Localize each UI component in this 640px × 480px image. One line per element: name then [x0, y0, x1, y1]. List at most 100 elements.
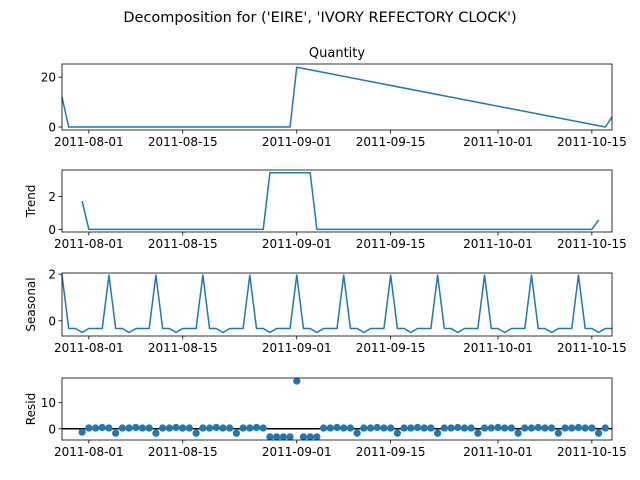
- resid-point: [340, 424, 348, 432]
- panel-ylabel: Resid: [24, 393, 38, 425]
- resid-point: [514, 429, 522, 437]
- resid-point: [541, 424, 549, 432]
- resid-point: [346, 424, 355, 432]
- y-tick-label: 20: [41, 71, 56, 85]
- resid-point: [480, 424, 489, 432]
- resid-point: [105, 424, 113, 432]
- x-tick-label: 2011-09-15: [356, 237, 426, 251]
- x-tick-label: 2011-10-01: [463, 341, 533, 355]
- resid-point: [460, 424, 469, 432]
- resid-point: [192, 429, 200, 437]
- resid-point: [366, 424, 375, 432]
- x-tick-label: 2011-08-15: [148, 445, 218, 459]
- resid-point: [306, 433, 314, 441]
- resid-point: [212, 423, 220, 432]
- x-tick-label: 2011-08-15: [148, 341, 218, 355]
- resid-point: [353, 429, 361, 437]
- resid-point: [273, 433, 281, 441]
- resid-point: [413, 423, 422, 432]
- resid-point: [91, 424, 100, 432]
- resid-point: [487, 424, 495, 432]
- resid-point: [138, 424, 147, 432]
- resid-point: [594, 429, 603, 437]
- x-tick-label: 2011-10-15: [557, 445, 627, 459]
- resid-point: [548, 424, 556, 432]
- resid-point: [246, 424, 254, 432]
- resid-point: [393, 429, 401, 437]
- resid-point: [239, 424, 247, 432]
- resid-point: [387, 424, 395, 432]
- panel-ylabel: Seasonal: [24, 277, 38, 331]
- resid-point: [601, 424, 609, 432]
- x-tick-label: 2011-08-01: [54, 445, 124, 459]
- resid-point: [299, 433, 308, 441]
- y-tick-label: 2: [48, 268, 56, 282]
- x-tick-label: 2011-08-15: [148, 135, 218, 149]
- resid-point: [226, 424, 234, 432]
- resid-point: [380, 424, 388, 432]
- resid-point: [85, 424, 93, 432]
- axes-frame: [61, 377, 613, 441]
- y-tick-label: 0: [48, 121, 56, 135]
- resid-point: [588, 424, 596, 432]
- resid-point: [400, 424, 408, 432]
- x-tick-label: 2011-10-01: [463, 237, 533, 251]
- resid-point: [581, 424, 589, 432]
- x-tick-label: 2011-10-15: [557, 237, 627, 251]
- resid-point: [454, 423, 462, 432]
- x-tick-label: 2011-08-15: [148, 237, 218, 251]
- resid-point: [132, 423, 140, 432]
- resid-point: [259, 424, 267, 432]
- panel-1: Quantity 0 20 2011-08-01 2011-08-15 2011-09-0…: [41, 46, 627, 149]
- resid-point: [474, 429, 482, 437]
- resid-point: [501, 424, 509, 432]
- resid-point: [78, 428, 86, 436]
- resid-point: [467, 424, 475, 432]
- axes-frame: [61, 272, 613, 337]
- series-line: [81, 172, 600, 231]
- resid-point: [205, 424, 214, 432]
- resid-point: [252, 423, 261, 432]
- panel-title: Quantity: [309, 46, 365, 61]
- resid-point: [554, 429, 562, 437]
- resid-point: [219, 424, 227, 432]
- resid-point: [326, 424, 334, 432]
- axes-frame: [61, 63, 613, 131]
- resid-point: [112, 429, 120, 437]
- x-tick-label: 2011-08-01: [54, 237, 124, 251]
- y-tick-label: 0: [48, 422, 56, 436]
- resid-point: [232, 429, 240, 437]
- y-tick-label: 0: [48, 223, 56, 237]
- x-tick-label: 2011-08-01: [54, 135, 124, 149]
- resid-point: [447, 424, 455, 432]
- resid-point: [266, 433, 274, 441]
- x-tick-label: 2011-09-15: [356, 341, 426, 355]
- x-tick-label: 2011-09-01: [262, 237, 332, 251]
- series-line: [61, 274, 612, 334]
- resid-point: [185, 424, 194, 432]
- resid-point: [420, 424, 428, 432]
- x-tick-label: 2011-10-15: [557, 135, 627, 149]
- resid-point: [494, 423, 502, 432]
- resid-point: [199, 424, 207, 432]
- resid-point: [179, 424, 187, 432]
- panel-3: Seasonal 0 2 2011-08-01 2011-08-15 2011-09-01…: [24, 268, 627, 355]
- series-line: [61, 66, 613, 128]
- resid-point: [360, 424, 368, 432]
- resid-point: [172, 423, 180, 432]
- x-tick-label: 2011-09-01: [262, 445, 332, 459]
- resid-point: [434, 429, 442, 437]
- x-tick-label: 2011-09-15: [356, 445, 426, 459]
- resid-point: [534, 423, 542, 432]
- resid-point: [125, 424, 133, 432]
- y-tick-label: 2: [48, 190, 56, 204]
- axes-frame: [61, 169, 613, 233]
- x-tick-label: 2011-08-01: [54, 341, 124, 355]
- resid-point: [427, 424, 435, 432]
- resid-point: [286, 433, 294, 441]
- resid-point: [165, 424, 173, 432]
- resid-point: [440, 424, 448, 432]
- x-tick-label: 2011-09-01: [262, 341, 332, 355]
- x-tick-label: 2011-10-15: [557, 341, 627, 355]
